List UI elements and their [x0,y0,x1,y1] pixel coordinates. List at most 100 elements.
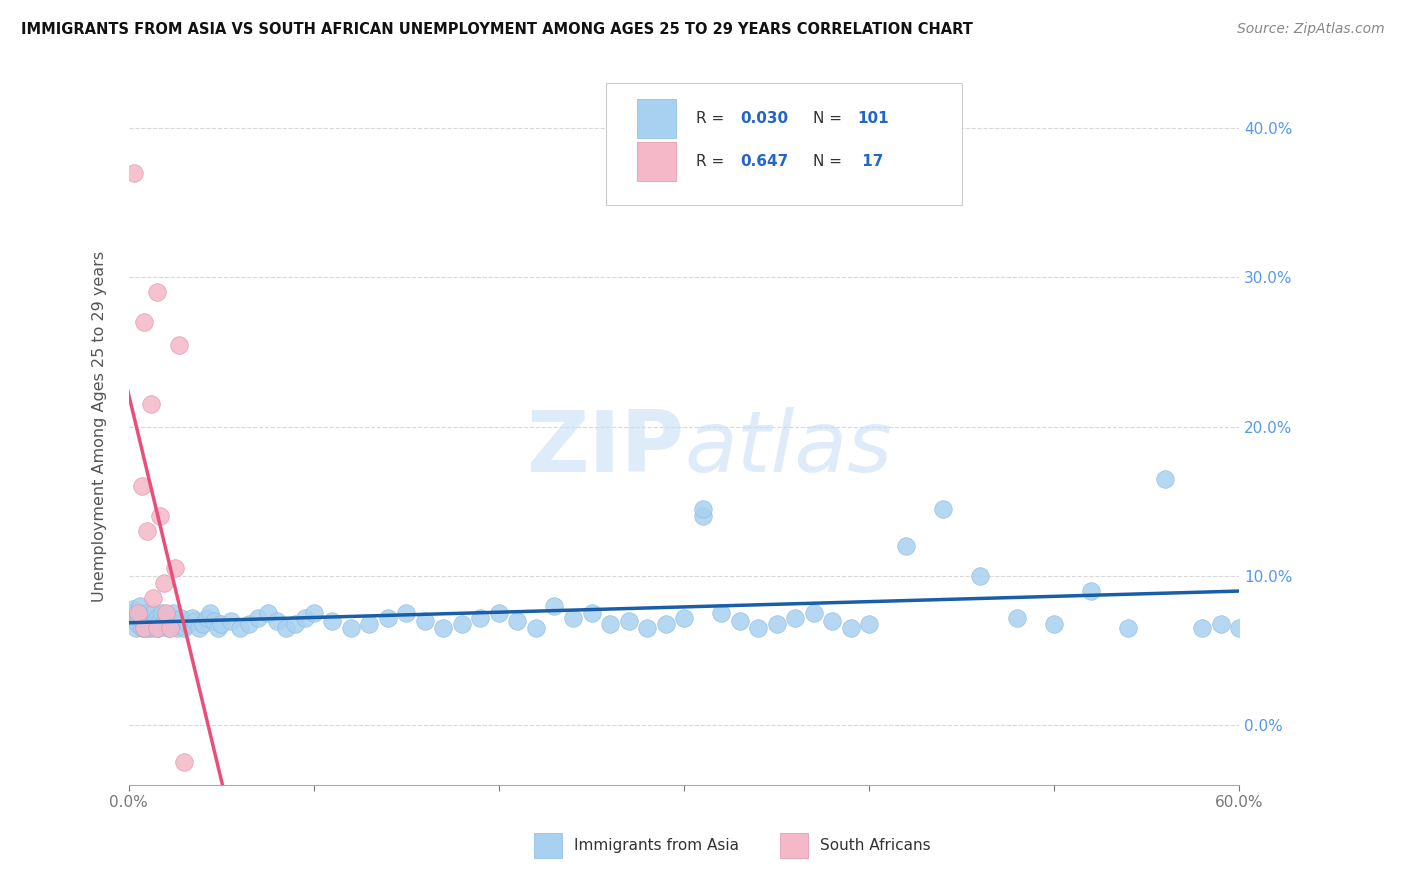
Point [162,606,184,620]
Point [173,621,195,635]
Text: South Africans: South Africans [820,838,931,853]
Text: atlas: atlas [685,407,891,490]
Text: R =: R = [696,112,730,126]
Point [167,337,190,351]
Point [134,606,156,620]
Point [170,610,193,624]
Point [821,614,844,628]
Point [543,599,565,613]
Point [451,616,474,631]
Point [294,610,316,624]
Point [276,621,298,635]
Point [783,610,806,624]
Point [765,616,787,631]
Point [470,610,492,624]
Text: Immigrants from Asia: Immigrants from Asia [574,838,738,853]
Text: 101: 101 [858,112,889,126]
Point [155,606,177,620]
Point [617,614,640,628]
Point [803,606,825,620]
Point [142,606,165,620]
Point [142,621,165,635]
Point [125,621,148,635]
Point [395,606,418,620]
Point [340,621,363,635]
Point [165,561,187,575]
Point [209,616,232,631]
Text: R =: R = [696,154,730,169]
Point [247,610,270,624]
Point [180,610,202,624]
Point [654,616,676,631]
Point [149,509,172,524]
Point [121,601,143,615]
Point [124,614,146,628]
Point [1080,583,1102,598]
Point [132,610,155,624]
Point [1209,616,1232,631]
Point [747,621,769,635]
Point [127,616,149,631]
Point [191,616,214,631]
Point [166,621,188,635]
Text: 0.647: 0.647 [741,154,789,169]
Point [195,610,218,624]
Point [219,614,242,628]
Text: N =: N = [813,154,846,169]
Point [159,621,181,635]
Point [173,756,195,770]
Point [284,616,307,631]
Point [636,621,658,635]
Point [139,616,162,631]
Point [894,539,917,553]
Point [969,569,991,583]
Point [139,614,162,628]
Point [207,621,229,635]
Text: Source: ZipAtlas.com: Source: ZipAtlas.com [1237,22,1385,37]
Point [150,606,173,620]
Point [134,621,156,635]
Point [673,610,696,624]
Point [136,524,159,538]
Point [120,606,142,620]
FancyBboxPatch shape [637,99,676,138]
Point [177,616,200,631]
Point [153,616,176,631]
Point [932,501,955,516]
Point [229,621,252,635]
Point [165,614,187,628]
Point [155,610,177,624]
Point [1191,621,1213,635]
Y-axis label: Unemployment Among Ages 25 to 29 years: Unemployment Among Ages 25 to 29 years [93,251,107,602]
Point [132,621,155,635]
Point [143,614,166,628]
Point [139,397,162,411]
Point [184,614,207,628]
Point [160,610,183,624]
Point [581,606,603,620]
Point [1116,621,1139,635]
Point [413,614,436,628]
Point [145,621,167,635]
Point [359,616,381,631]
Point [138,610,160,624]
Text: 0.030: 0.030 [741,112,789,126]
Point [145,616,167,631]
FancyBboxPatch shape [637,142,676,181]
Point [524,621,547,635]
Point [145,610,167,624]
Point [839,621,862,635]
Point [599,616,621,631]
Text: IMMIGRANTS FROM ASIA VS SOUTH AFRICAN UNEMPLOYMENT AMONG AGES 25 TO 29 YEARS COR: IMMIGRANTS FROM ASIA VS SOUTH AFRICAN UN… [21,22,973,37]
Point [432,621,454,635]
Point [692,509,714,524]
Point [136,614,159,628]
Point [167,616,190,631]
Point [131,614,153,628]
Point [202,614,225,628]
Point [159,616,181,631]
Point [156,621,179,635]
FancyBboxPatch shape [606,83,962,204]
Point [138,621,160,635]
Point [132,315,155,329]
